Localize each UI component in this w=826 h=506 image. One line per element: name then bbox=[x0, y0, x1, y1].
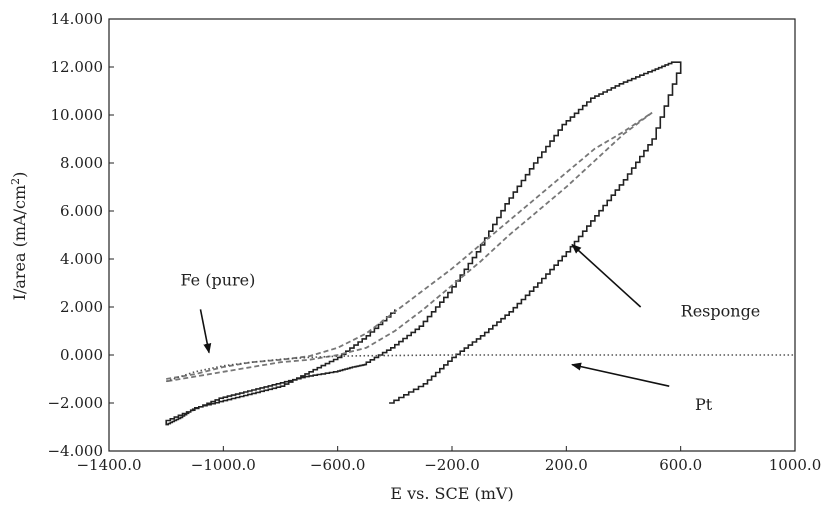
annotation-arrow bbox=[571, 362, 670, 387]
y-axis-label: I/area (mA/cm2) bbox=[9, 172, 30, 301]
annotation-arrow bbox=[571, 243, 642, 308]
x-tick-label: 1000.0 bbox=[769, 456, 822, 474]
y-tick-label: −2.000 bbox=[47, 394, 103, 412]
y-tick-label: 4.000 bbox=[60, 250, 103, 268]
x-tick-label: −200.0 bbox=[424, 456, 480, 474]
annotation-label: Fe (pure) bbox=[180, 270, 255, 289]
y-tick-label: 14.000 bbox=[51, 10, 104, 28]
plot-frame bbox=[108, 18, 796, 452]
axis-ticks: −1400.0 −1000.0 −600.0 −200.0 200.0 600.0 1000… bbox=[47, 10, 821, 474]
y-tick-label: 8.000 bbox=[60, 154, 103, 172]
series-layer bbox=[165, 61, 795, 426]
y-tick-label: 12.000 bbox=[51, 58, 104, 76]
annotation-label: Responge bbox=[681, 302, 761, 321]
y-tick-label: −4.000 bbox=[47, 442, 103, 460]
x-axis-label: E vs. SCE (mV) bbox=[390, 484, 513, 503]
x-tick-label: 200.0 bbox=[545, 456, 588, 474]
y-tick-label: 2.000 bbox=[60, 298, 103, 316]
series-line-fe-pure bbox=[166, 111, 653, 383]
y-tick-label: 10.000 bbox=[51, 106, 104, 124]
annotation-arrow bbox=[199, 309, 212, 354]
series-line-pt bbox=[165, 354, 795, 383]
annotation-layer: Fe (pure) Responge Pt bbox=[180, 243, 761, 414]
x-tick-label: −1400.0 bbox=[76, 456, 141, 474]
annotation-label: Pt bbox=[695, 395, 713, 414]
x-tick-label: −1000.0 bbox=[191, 456, 256, 474]
y-tick-label: 6.000 bbox=[60, 202, 103, 220]
x-tick-label: −600.0 bbox=[310, 456, 366, 474]
x-tick-label: 600.0 bbox=[659, 456, 702, 474]
series-line-responge bbox=[165, 61, 682, 426]
y-tick-label: 0.000 bbox=[60, 346, 103, 364]
